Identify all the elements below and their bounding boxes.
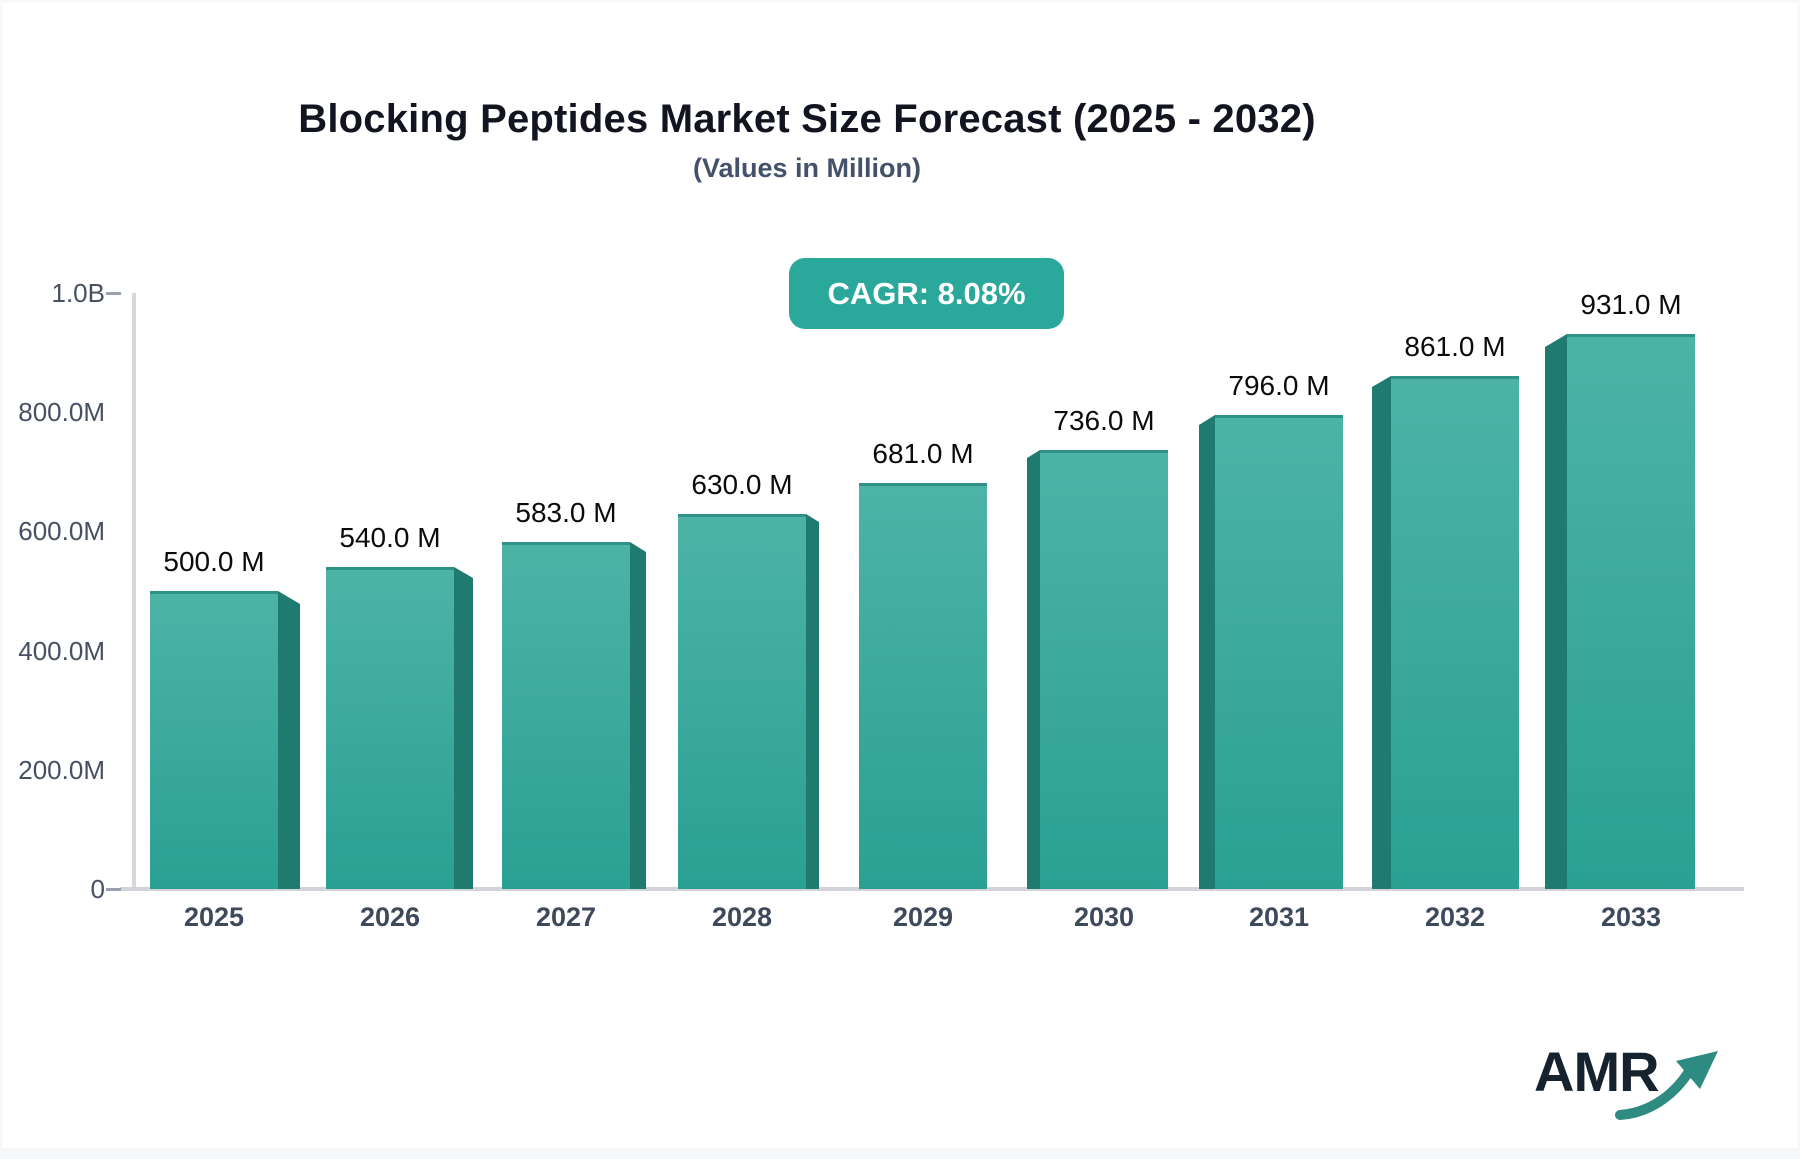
- chart-title: Blocking Peptides Market Size Forecast (…: [298, 97, 1316, 141]
- y-axis-label: 800.0M: [18, 397, 105, 428]
- bar-value-label: 500.0 M: [163, 546, 265, 577]
- x-axis-label: 2027: [535, 902, 597, 932]
- bar-value-label: 861.0 M: [1404, 331, 1506, 362]
- y-axis-label: 1.0B: [51, 278, 106, 308]
- chart-subtitle: (Values in Million): [692, 153, 922, 183]
- x-axis-label: 2031: [1248, 902, 1310, 932]
- x-axis-label: 2026: [359, 902, 421, 932]
- bar[interactable]: [1567, 334, 1695, 889]
- bar[interactable]: [502, 542, 630, 889]
- bar-3d-side: [630, 542, 646, 889]
- x-axis-label: 2029: [892, 902, 954, 932]
- bar-3d-side: [1027, 450, 1040, 889]
- plot-area: 1.0B 800.0M 600.0M 400.0M 200.0M 0 500.0 M 2025…: [2, 3, 1800, 1159]
- y-axis-tick: [106, 888, 121, 891]
- bar-3d-side: [1372, 376, 1391, 889]
- bar-value-label: 540.0 M: [339, 522, 441, 553]
- bar-3d-side: [454, 567, 473, 889]
- x-axis-label: 2030: [1073, 902, 1135, 932]
- bar-value-label: 583.0 M: [515, 497, 617, 528]
- bar[interactable]: [1391, 376, 1519, 889]
- x-axis-label: 2025: [183, 902, 245, 932]
- bar-3d-side: [278, 591, 300, 889]
- bar[interactable]: [1215, 415, 1343, 889]
- bar[interactable]: [1040, 450, 1168, 889]
- y-axis-line: [132, 293, 136, 889]
- y-axis-label: 600.0M: [18, 516, 105, 547]
- cagr-badge: CAGR: 8.08%: [789, 258, 1064, 329]
- y-axis-label: 0: [90, 874, 105, 904]
- bar[interactable]: [150, 591, 278, 889]
- y-axis-tick: [106, 292, 121, 295]
- bar-value-label: 736.0 M: [1053, 405, 1155, 436]
- chart-card: Blocking Peptides Market Size Forecast (…: [2, 3, 1798, 1148]
- x-axis-label: 2032: [1424, 902, 1486, 932]
- y-axis-label: 200.0M: [18, 754, 105, 785]
- bar-value-label: 796.0 M: [1228, 370, 1330, 401]
- amr-logo: AMR: [1522, 1031, 1742, 1131]
- y-axis-label: 400.0M: [18, 635, 105, 666]
- amr-logo-text: AMR: [1534, 1040, 1660, 1103]
- bar-3d-side: [1545, 334, 1567, 889]
- bar[interactable]: [326, 567, 454, 889]
- bar-3d-side: [1199, 415, 1215, 889]
- bar[interactable]: [678, 514, 806, 889]
- x-axis-line: [120, 887, 1744, 891]
- growth-arrow-icon: [1615, 1051, 1718, 1120]
- bar-value-label: 630.0 M: [691, 469, 793, 500]
- bar-value-label: 931.0 M: [1580, 289, 1682, 320]
- x-axis-label: 2033: [1600, 902, 1662, 932]
- bar-3d-side: [806, 514, 819, 889]
- bar[interactable]: [859, 483, 987, 889]
- x-axis-label: 2028: [711, 902, 773, 932]
- bar-value-label: 681.0 M: [872, 438, 974, 469]
